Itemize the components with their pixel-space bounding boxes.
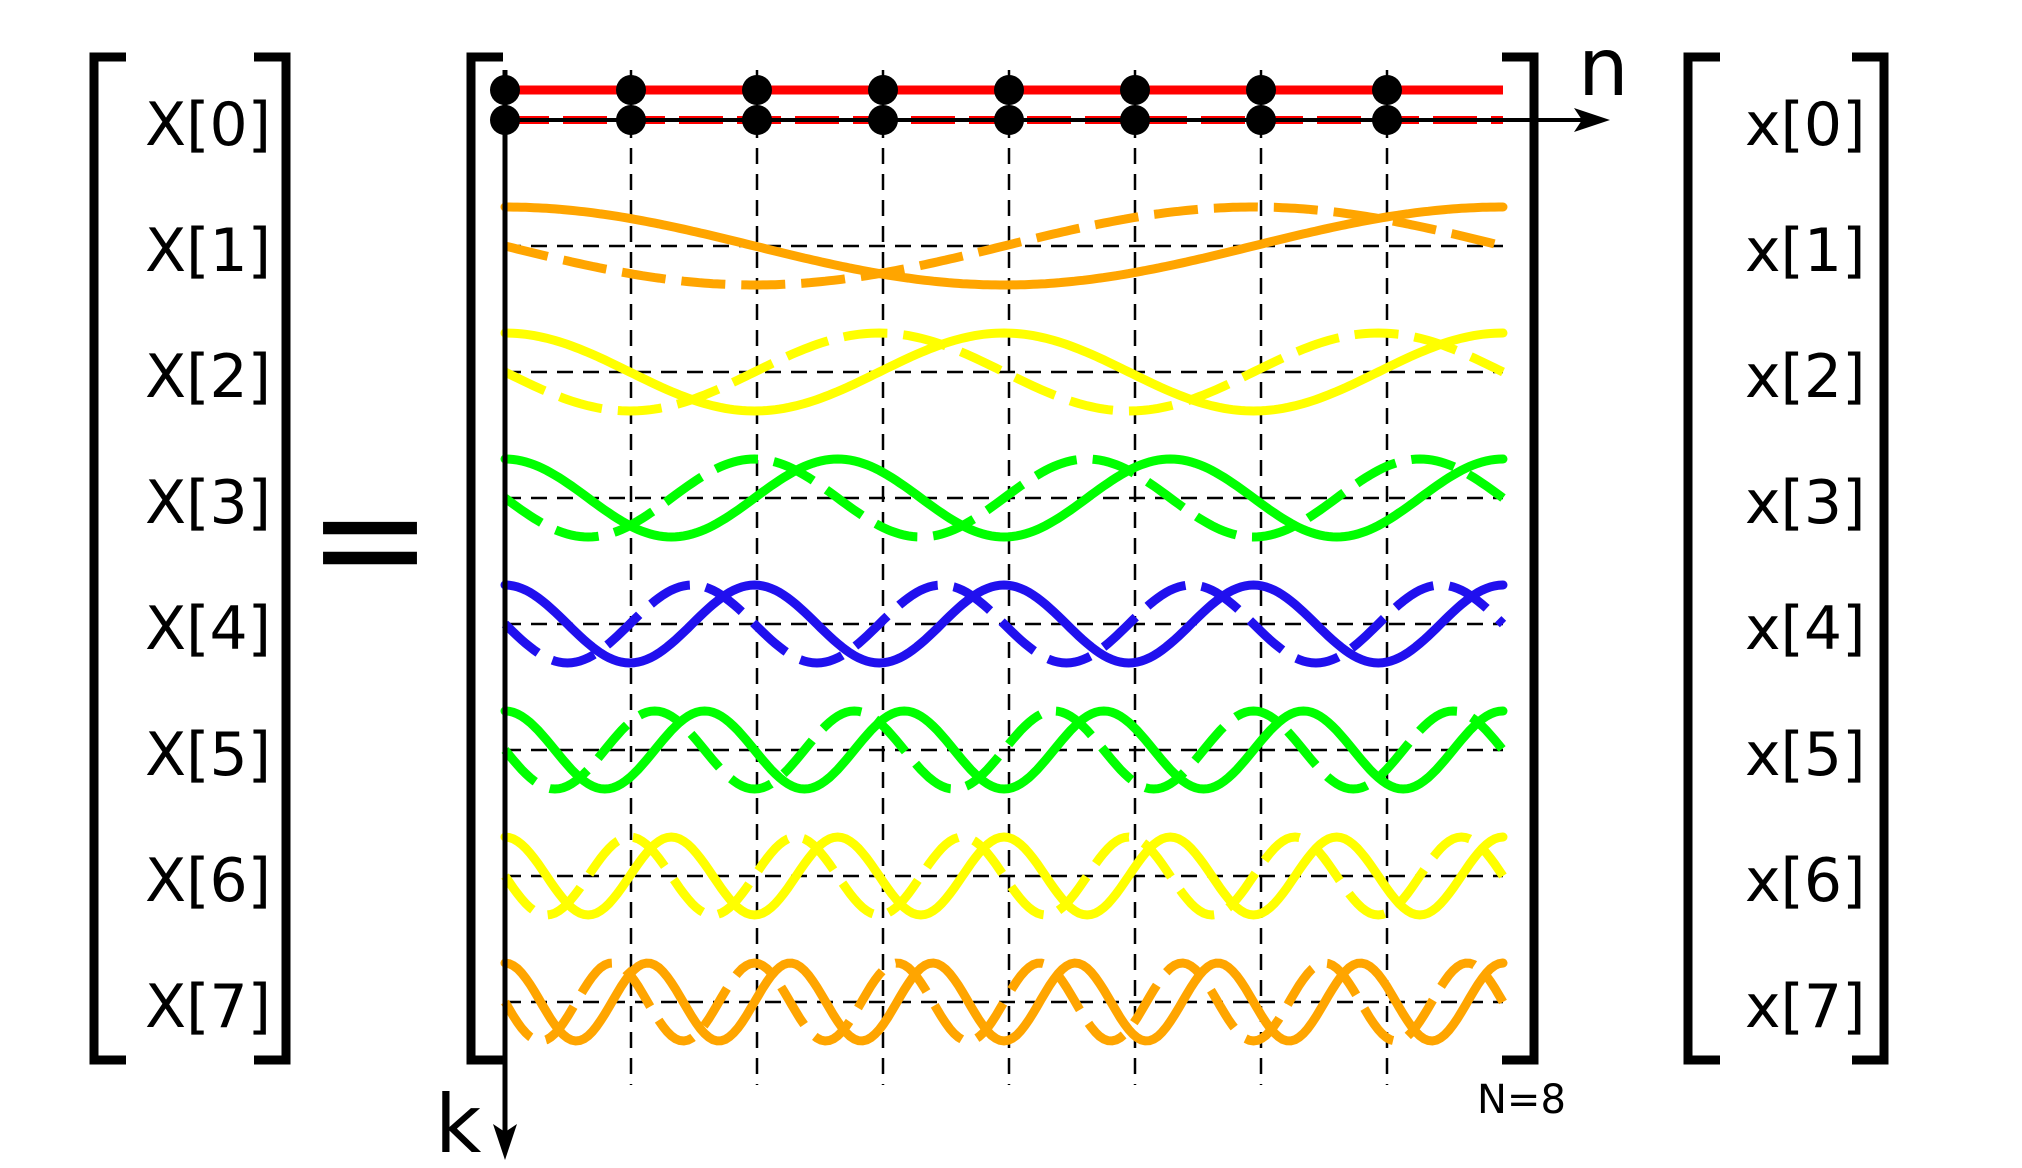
n-axis-arrowhead [1574, 108, 1610, 132]
basis-imag-5 [501, 706, 1507, 794]
basis-real-1 [500, 202, 1508, 290]
basis-real-3 [500, 454, 1508, 542]
output-vector-left-bracket [89, 52, 126, 1065]
input-vector: x[0] x[1] x[2] x[3] x[4] x[5] x[6] x[7] [1683, 52, 1889, 1065]
input-label-7: x[7] [1745, 972, 1866, 1042]
basis-imag-6 [501, 832, 1507, 920]
dft-matrix [466, 52, 1539, 1085]
sample-points [490, 75, 1402, 135]
output-vector: X[0] X[1] X[2] X[3] X[4] X[5] X[6] X[7] [89, 52, 291, 1065]
matrix-left-bracket [466, 52, 503, 1065]
basis-imag-4 [501, 580, 1507, 668]
n-axis: n [505, 21, 1629, 132]
input-label-6: x[6] [1745, 846, 1866, 916]
basis-real-5 [500, 706, 1508, 794]
input-label-3: x[3] [1745, 468, 1866, 538]
output-label-7: X[7] [145, 972, 271, 1042]
sample-dot-real-6 [1246, 75, 1276, 105]
sample-dot-real-3 [868, 75, 898, 105]
size-note: N=8 [1477, 1077, 1566, 1123]
k-axis: k [435, 70, 517, 1168]
equals-sign: = [307, 452, 433, 626]
basis-imag-7 [501, 958, 1507, 1046]
output-label-2: X[2] [145, 342, 271, 412]
output-label-5: X[5] [145, 720, 271, 790]
input-label-0: x[0] [1745, 90, 1866, 160]
input-labels: x[0] x[1] x[2] x[3] x[4] x[5] x[6] x[7] [1745, 90, 1866, 1042]
k-axis-arrowhead [493, 1124, 517, 1160]
matrix-right-bracket [1502, 52, 1539, 1065]
sample-dot-real-4 [994, 75, 1024, 105]
output-label-6: X[6] [145, 846, 271, 916]
basis-imag-1 [503, 202, 1505, 290]
sample-dot-real-2 [742, 75, 772, 105]
basis-waveforms [500, 85, 1508, 1046]
sample-grid [505, 70, 1503, 1085]
output-labels: X[0] X[1] X[2] X[3] X[4] X[5] X[6] X[7] [145, 90, 271, 1042]
input-vector-right-bracket [1852, 52, 1889, 1065]
input-label-2: x[2] [1745, 342, 1866, 412]
sample-dot-real-5 [1120, 75, 1150, 105]
output-vector-right-bracket [254, 52, 291, 1065]
basis-imag-3 [502, 454, 1506, 542]
output-label-1: X[1] [145, 216, 271, 286]
n-axis-label: n [1578, 21, 1629, 114]
basis-imag-2 [503, 328, 1505, 416]
k-axis-label: k [435, 1078, 482, 1168]
sample-dot-real-1 [616, 75, 646, 105]
output-label-4: X[4] [145, 594, 271, 664]
sample-dot-real-7 [1372, 75, 1402, 105]
output-label-3: X[3] [145, 468, 271, 538]
basis-real-6 [500, 832, 1508, 920]
input-label-5: x[5] [1745, 720, 1866, 790]
basis-real-2 [500, 328, 1508, 416]
basis-real-4 [500, 580, 1508, 668]
input-label-1: x[1] [1745, 216, 1866, 286]
input-vector-left-bracket [1683, 52, 1720, 1065]
basis-real-7 [500, 958, 1508, 1046]
input-label-4: x[4] [1745, 594, 1866, 664]
output-label-0: X[0] [145, 90, 271, 160]
